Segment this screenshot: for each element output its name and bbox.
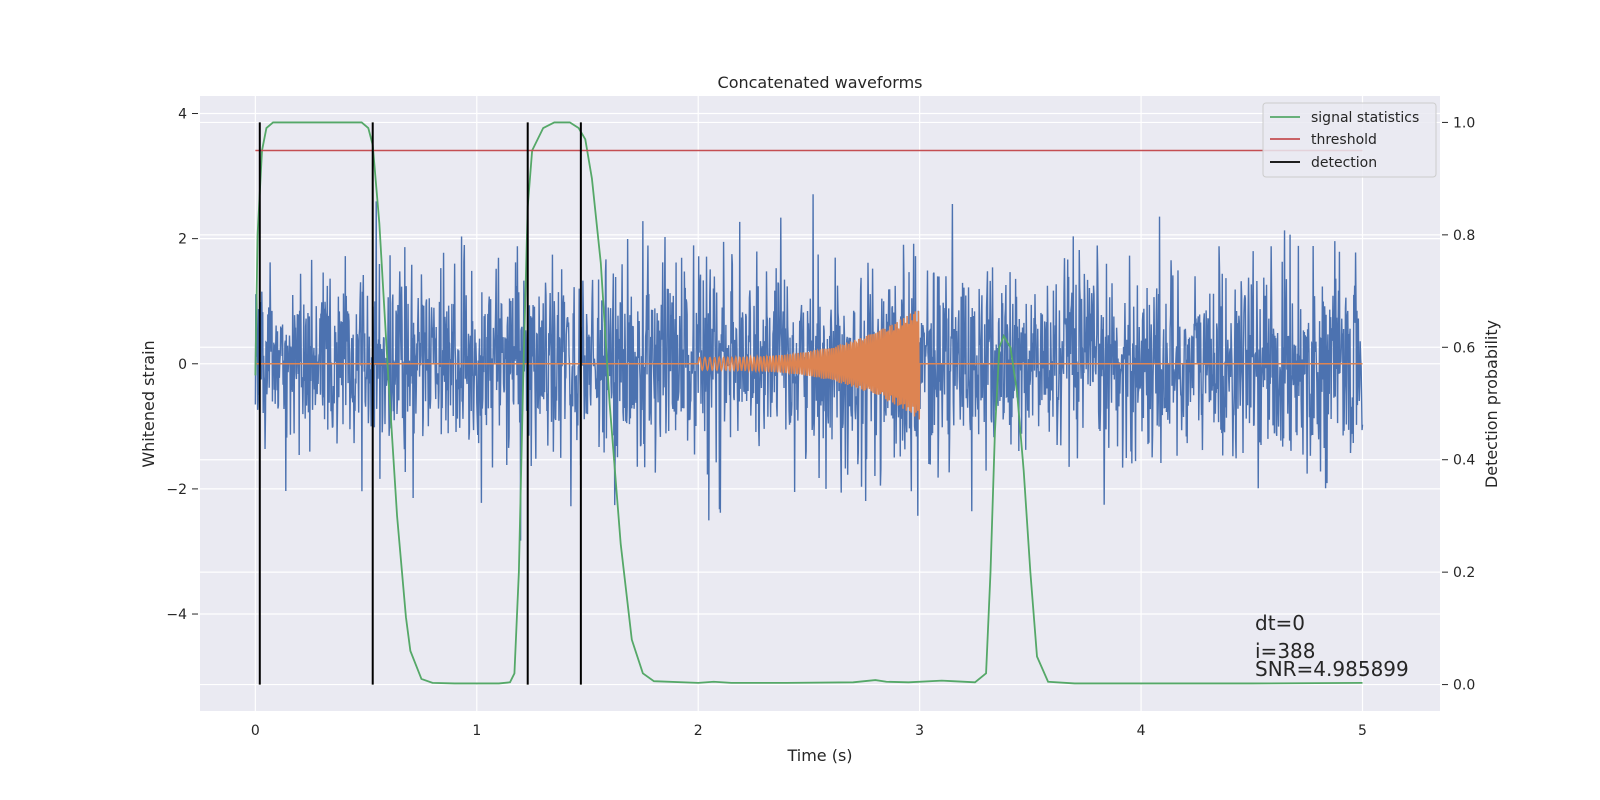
y-tick-label: −4 xyxy=(166,607,187,623)
detection-lines xyxy=(258,122,582,685)
y-tick-label: −2 xyxy=(166,482,187,498)
y-tick-label: 0 xyxy=(178,357,187,373)
legend-label-detection: detection xyxy=(1311,155,1377,171)
y-tick-label: 2 xyxy=(178,232,187,248)
annotation-index: i=388 xyxy=(1255,639,1316,663)
annotation-snr: SNR=4.985899 xyxy=(1255,657,1409,681)
legend: signal statistics threshold detection xyxy=(1262,102,1437,178)
chart-title: Concatenated waveforms xyxy=(718,73,923,92)
x-axis-label: Time (s) xyxy=(786,746,852,765)
y-axis-label: Whitened strain xyxy=(139,340,158,467)
y2-tick-label: 0.4 xyxy=(1453,453,1475,469)
legend-box xyxy=(1262,102,1437,178)
y2-tick-label: 0.6 xyxy=(1453,340,1475,356)
legend-label-threshold: threshold xyxy=(1311,132,1377,148)
legend-label-signal-statistics: signal statistics xyxy=(1311,110,1419,126)
y-tick-label: 4 xyxy=(178,107,187,123)
waveform-line xyxy=(255,311,1363,420)
y2-tick-label: 1.0 xyxy=(1453,115,1475,131)
y-axis-right: 0.0 0.2 0.4 0.6 0.8 1.0 xyxy=(1442,115,1475,694)
y-axis-left: −4 −2 0 2 4 xyxy=(166,107,198,623)
x-tick-label: 5 xyxy=(1358,723,1367,739)
x-tick-label: 1 xyxy=(472,723,481,739)
x-tick-label: 3 xyxy=(915,723,924,739)
x-axis: 0 1 2 3 4 5 xyxy=(251,723,1367,739)
y2-tick-label: 0.0 xyxy=(1453,678,1475,694)
annotation-dt: dt=0 xyxy=(1255,611,1305,635)
y2-axis-label: Detection probability xyxy=(1482,320,1501,488)
strain-line xyxy=(254,194,1364,541)
y2-tick-label: 0.2 xyxy=(1453,565,1475,581)
x-tick-label: 2 xyxy=(694,723,703,739)
y2-tick-label: 0.8 xyxy=(1453,228,1475,244)
x-tick-label: 4 xyxy=(1137,723,1146,739)
series-layer xyxy=(254,121,1364,685)
x-tick-label: 0 xyxy=(251,723,260,739)
